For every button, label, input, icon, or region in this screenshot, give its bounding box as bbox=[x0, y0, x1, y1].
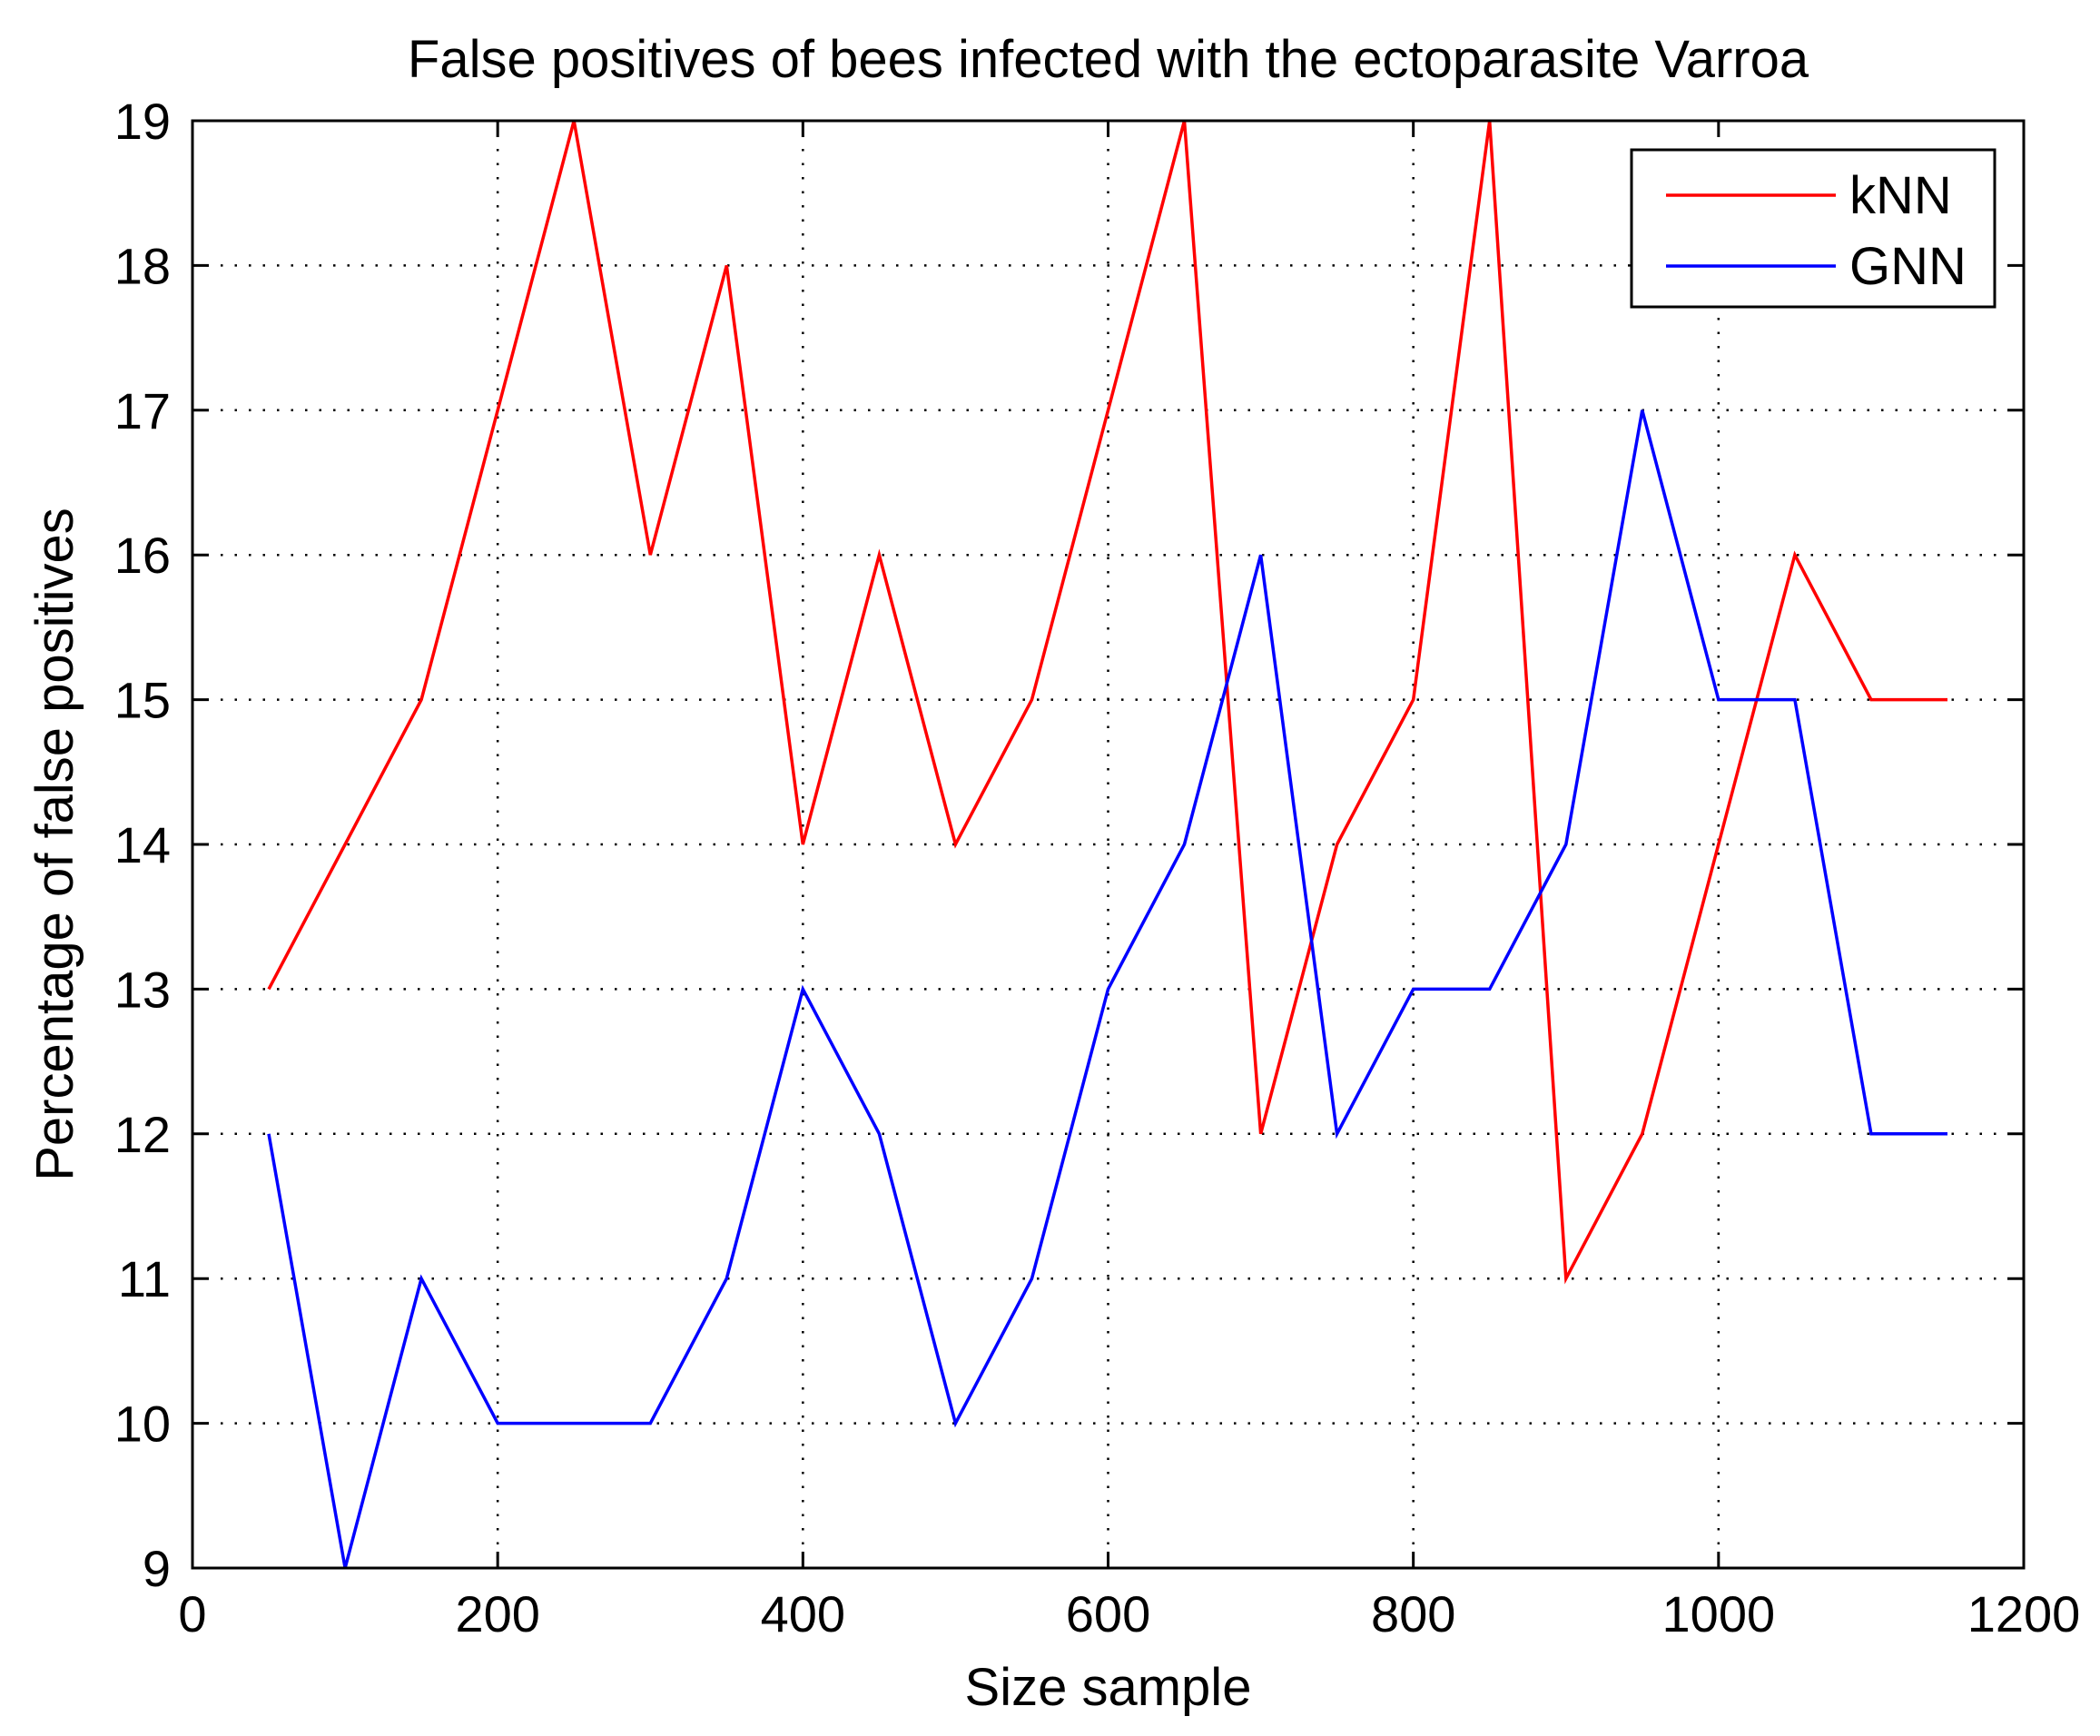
axis-ticks: 0 200 400 600 800 1000 1200 9 10 11 12 13 14 15 16 17 18… bbox=[114, 93, 2081, 1642]
y-tick-label: 16 bbox=[114, 527, 171, 584]
x-tick-label: 800 bbox=[1371, 1585, 1455, 1642]
legend-box bbox=[1630, 148, 1996, 309]
x-tick-label: 200 bbox=[455, 1585, 539, 1642]
y-tick-label: 15 bbox=[114, 672, 171, 729]
y-tick-label: 18 bbox=[114, 237, 171, 294]
y-tick-label: 14 bbox=[114, 816, 171, 873]
y-tick-label: 10 bbox=[114, 1396, 171, 1453]
y-tick-label: 11 bbox=[118, 1250, 171, 1307]
x-tick-label: 0 bbox=[178, 1585, 206, 1642]
x-axis-label: Size sample bbox=[965, 1658, 1252, 1717]
y-tick-label: 13 bbox=[114, 961, 171, 1018]
series-lines bbox=[267, 120, 1947, 1569]
x-tick-label: 1200 bbox=[1967, 1585, 2081, 1642]
y-axis-label: Percentage of false positives bbox=[25, 508, 84, 1181]
legend-label-gnn: GNN bbox=[1849, 237, 1967, 296]
legend-label-knn: kNN bbox=[1849, 166, 1952, 225]
series-line-gnn bbox=[267, 409, 1947, 1569]
series-line-knn bbox=[267, 120, 1947, 1285]
y-tick-label: 9 bbox=[143, 1540, 171, 1597]
legend: kNN GNN bbox=[1630, 148, 1996, 309]
y-tick-label: 17 bbox=[114, 382, 171, 439]
x-tick-label: 400 bbox=[761, 1585, 845, 1642]
x-tick-label: 1000 bbox=[1662, 1585, 1776, 1642]
y-tick-label: 12 bbox=[114, 1106, 171, 1163]
chart-title: False positives of bees infected with th… bbox=[408, 30, 1809, 89]
x-tick-label: 600 bbox=[1066, 1585, 1150, 1642]
y-tick-label: 19 bbox=[114, 93, 171, 150]
